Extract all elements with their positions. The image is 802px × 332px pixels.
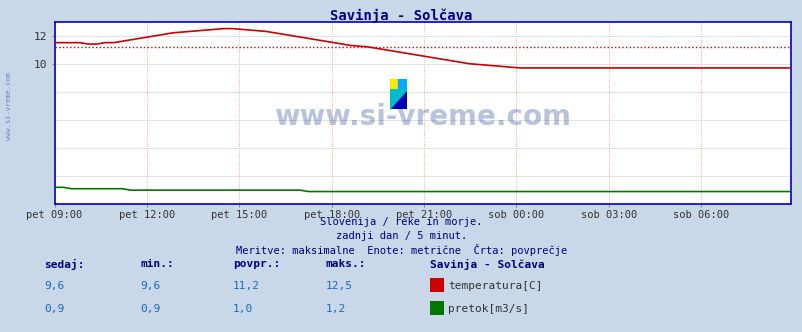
Bar bbox=[398, 79, 407, 109]
Text: maks.:: maks.: bbox=[325, 259, 365, 269]
Text: www.si-vreme.com: www.si-vreme.com bbox=[274, 103, 570, 130]
Text: Savinja - Solčava: Savinja - Solčava bbox=[429, 259, 544, 270]
Text: sedaj:: sedaj: bbox=[44, 259, 84, 270]
Text: 0,9: 0,9 bbox=[140, 304, 160, 314]
Text: temperatura[C]: temperatura[C] bbox=[448, 281, 542, 290]
Text: 9,6: 9,6 bbox=[140, 281, 160, 290]
Text: www.si-vreme.com: www.si-vreme.com bbox=[6, 72, 12, 140]
Text: pretok[m3/s]: pretok[m3/s] bbox=[448, 304, 529, 314]
Text: 1,2: 1,2 bbox=[325, 304, 345, 314]
Text: 11,2: 11,2 bbox=[233, 281, 260, 290]
Text: 12,5: 12,5 bbox=[325, 281, 352, 290]
Polygon shape bbox=[389, 90, 407, 109]
Text: min.:: min.: bbox=[140, 259, 174, 269]
Text: Meritve: maksimalne  Enote: metrične  Črta: povprečje: Meritve: maksimalne Enote: metrične Črta… bbox=[236, 244, 566, 256]
Text: 1,0: 1,0 bbox=[233, 304, 253, 314]
Text: zadnji dan / 5 minut.: zadnji dan / 5 minut. bbox=[335, 231, 467, 241]
Polygon shape bbox=[389, 90, 407, 109]
Text: 0,9: 0,9 bbox=[44, 304, 64, 314]
Text: Savinja - Solčava: Savinja - Solčava bbox=[330, 8, 472, 23]
Bar bbox=[389, 79, 398, 109]
Text: povpr.:: povpr.: bbox=[233, 259, 280, 269]
Text: 9,6: 9,6 bbox=[44, 281, 64, 290]
Text: Slovenija / reke in morje.: Slovenija / reke in morje. bbox=[320, 217, 482, 227]
